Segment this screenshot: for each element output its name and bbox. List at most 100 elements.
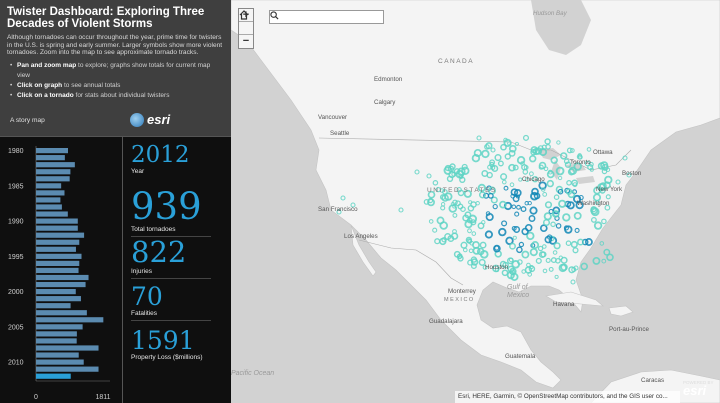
tornado-point[interactable] bbox=[485, 142, 493, 150]
tornado-point[interactable] bbox=[451, 171, 457, 177]
tornado-point[interactable] bbox=[503, 185, 509, 191]
tornado-point[interactable] bbox=[554, 274, 559, 279]
tornado-point[interactable] bbox=[526, 231, 535, 241]
tornado-point[interactable] bbox=[441, 194, 449, 202]
tornado-point[interactable] bbox=[494, 245, 500, 251]
tornado-point[interactable] bbox=[435, 186, 441, 193]
bar-1997[interactable] bbox=[36, 267, 79, 274]
tornado-point[interactable] bbox=[540, 187, 546, 192]
bar-2004[interactable] bbox=[36, 317, 104, 323]
home-button[interactable] bbox=[239, 10, 253, 35]
tornado-point[interactable] bbox=[494, 268, 500, 273]
tornado-point[interactable] bbox=[468, 214, 478, 224]
tornado-point[interactable] bbox=[556, 140, 561, 145]
tornado-point[interactable] bbox=[601, 218, 607, 225]
tornado-point[interactable] bbox=[529, 171, 534, 177]
tornado-point[interactable] bbox=[604, 204, 611, 211]
tornado-point[interactable] bbox=[557, 188, 564, 195]
tornado-point[interactable] bbox=[555, 166, 565, 176]
tornado-point[interactable] bbox=[553, 242, 561, 250]
bar-chart[interactable]: 0 1811 1980 1985 1990 1995 2000 2005 2010 bbox=[0, 137, 122, 403]
tornado-point[interactable] bbox=[543, 166, 549, 172]
bar-1986[interactable] bbox=[36, 190, 65, 196]
story-map-link[interactable]: A story map bbox=[10, 117, 45, 124]
bar-2007[interactable] bbox=[36, 338, 77, 344]
tornado-point[interactable] bbox=[513, 226, 521, 233]
tornado-point[interactable] bbox=[467, 259, 474, 266]
tornado-point[interactable] bbox=[504, 153, 511, 160]
tornado-point[interactable] bbox=[512, 235, 517, 240]
bar-1987[interactable] bbox=[36, 197, 61, 203]
tornado-point[interactable] bbox=[482, 264, 488, 270]
tornado-point[interactable] bbox=[593, 221, 603, 230]
tornado-point[interactable] bbox=[444, 233, 452, 241]
bar-2006[interactable] bbox=[36, 331, 77, 337]
tornado-point[interactable] bbox=[590, 216, 597, 223]
map-attribution[interactable]: Esri, HERE, Garmin, © OpenStreetMap cont… bbox=[455, 391, 680, 403]
tornado-point[interactable] bbox=[427, 190, 436, 199]
tornado-point[interactable] bbox=[471, 231, 477, 236]
tornado-point[interactable] bbox=[542, 218, 551, 227]
tornado-point[interactable] bbox=[481, 149, 490, 159]
tornado-point[interactable] bbox=[508, 257, 514, 263]
tornado-point[interactable] bbox=[531, 241, 540, 249]
tornado-point[interactable] bbox=[489, 159, 496, 166]
tornado-point[interactable] bbox=[432, 180, 439, 186]
tornado-point[interactable] bbox=[509, 182, 515, 187]
tornado-point[interactable] bbox=[586, 147, 592, 152]
zoom-out-button[interactable]: − bbox=[242, 35, 250, 47]
tornado-point[interactable] bbox=[537, 245, 544, 252]
tornado-point[interactable] bbox=[523, 165, 529, 170]
tornado-point[interactable] bbox=[521, 250, 530, 259]
search-icon[interactable] bbox=[270, 11, 279, 20]
bar-2009[interactable] bbox=[36, 352, 79, 358]
tornado-point[interactable] bbox=[497, 160, 504, 167]
bar-1990[interactable] bbox=[36, 218, 78, 224]
tornado-point[interactable] bbox=[427, 198, 435, 207]
tornado-point[interactable] bbox=[517, 259, 523, 265]
tornado-point[interactable] bbox=[535, 257, 542, 264]
tornado-point[interactable] bbox=[486, 171, 493, 179]
tornado-point[interactable] bbox=[485, 212, 494, 222]
bar-1980[interactable] bbox=[36, 148, 69, 154]
map-view[interactable]: CANADA UNITED STATES MEXICO Hudson Bay E… bbox=[231, 0, 720, 403]
tornado-point[interactable] bbox=[544, 235, 553, 244]
tornado-point[interactable] bbox=[503, 137, 508, 143]
tornado-point[interactable] bbox=[522, 134, 530, 141]
tornado-point[interactable] bbox=[524, 177, 530, 183]
tornado-point[interactable] bbox=[476, 135, 482, 141]
tornado-point[interactable] bbox=[514, 211, 520, 217]
tornado-point[interactable] bbox=[463, 189, 472, 198]
tornado-point[interactable] bbox=[440, 202, 446, 207]
tornado-point[interactable] bbox=[538, 251, 546, 259]
tornado-point[interactable] bbox=[552, 250, 558, 255]
bar-1991[interactable] bbox=[36, 225, 78, 231]
tornado-point[interactable] bbox=[509, 269, 516, 276]
tornado-point[interactable] bbox=[546, 170, 555, 179]
tornado-point[interactable] bbox=[568, 166, 577, 175]
tornado-point[interactable] bbox=[538, 181, 547, 190]
tornado-point[interactable] bbox=[599, 182, 607, 190]
bar-1998[interactable] bbox=[36, 274, 89, 281]
tornado-point[interactable] bbox=[606, 253, 614, 262]
tornado-point[interactable] bbox=[533, 192, 541, 200]
powered-by-esri[interactable]: POWERED BY esri bbox=[683, 380, 720, 403]
tornado-point[interactable] bbox=[521, 227, 529, 236]
tornado-point[interactable] bbox=[529, 248, 538, 257]
tornado-point[interactable] bbox=[528, 215, 536, 222]
bar-1996[interactable] bbox=[36, 260, 80, 266]
tornado-point[interactable] bbox=[469, 240, 474, 246]
tornado-point[interactable] bbox=[565, 188, 573, 195]
bar-1982[interactable] bbox=[36, 162, 75, 168]
tornado-point[interactable] bbox=[500, 173, 508, 181]
tornado-point[interactable] bbox=[562, 213, 571, 222]
tornado-point[interactable] bbox=[516, 155, 526, 165]
tornado-point[interactable] bbox=[518, 177, 523, 182]
tornado-point[interactable] bbox=[555, 185, 564, 194]
bar-1984[interactable] bbox=[36, 176, 70, 182]
tornado-point[interactable] bbox=[502, 261, 509, 269]
tornado-point[interactable] bbox=[567, 168, 575, 176]
tornado-point[interactable] bbox=[336, 209, 342, 215]
tornado-point[interactable] bbox=[479, 241, 487, 249]
bar-2002[interactable] bbox=[36, 303, 71, 309]
